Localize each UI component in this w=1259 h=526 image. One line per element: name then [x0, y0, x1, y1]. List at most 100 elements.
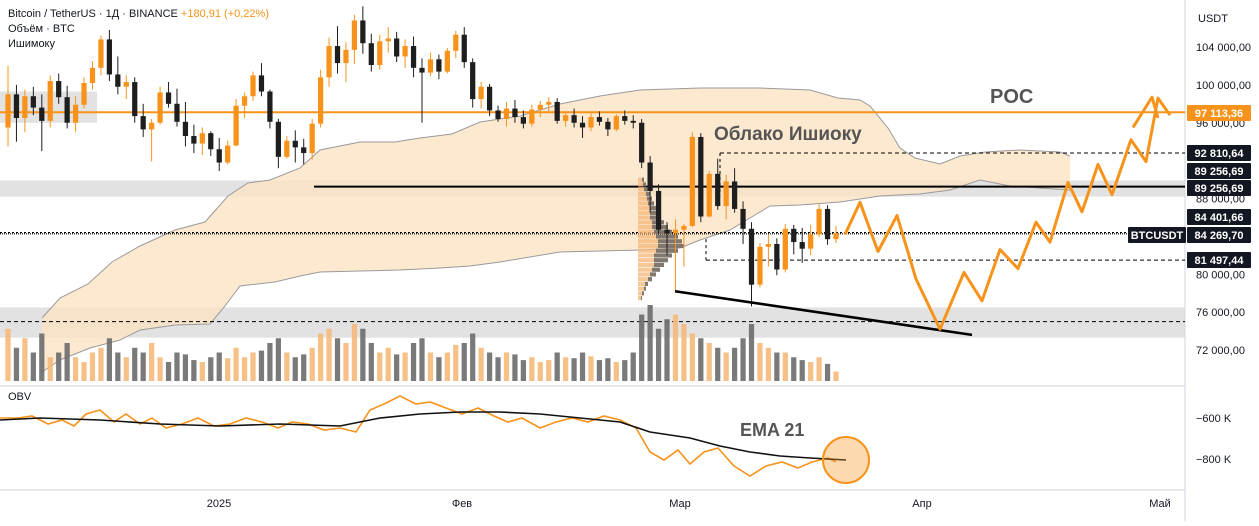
volume-bar: [453, 344, 459, 381]
candle: [64, 97, 70, 123]
candle: [503, 108, 510, 119]
candle: [351, 20, 358, 50]
candle: [486, 86, 493, 111]
volume-profile-bar: [638, 220, 664, 225]
ichimoku-cloud: [42, 88, 1070, 372]
volume-bar: [554, 352, 560, 381]
candle: [292, 140, 298, 148]
volume-bar: [208, 357, 214, 381]
volume-bar: [470, 333, 476, 381]
candle: [275, 121, 281, 157]
volume-bar: [39, 333, 45, 381]
volume-bar: [419, 338, 425, 381]
volume-bar: [588, 356, 594, 381]
candle: [284, 140, 290, 157]
candle: [233, 105, 239, 146]
candle: [360, 20, 366, 44]
volume-profile-bar: [644, 187, 648, 192]
candle: [149, 122, 155, 130]
volume-profile-bar: [638, 206, 656, 211]
price-axis-tick: 88 000,00: [1196, 194, 1245, 206]
candle: [647, 162, 653, 191]
candle: [140, 116, 146, 130]
volume-profile-bar: [658, 239, 682, 244]
price-label-tag: [1187, 180, 1251, 196]
volume-bar: [630, 352, 636, 381]
candle: [596, 117, 603, 122]
volume-bar: [537, 362, 543, 381]
volume-profile-bar: [654, 258, 668, 263]
volume-bar: [791, 357, 797, 381]
volume-bar: [368, 343, 374, 381]
price-label-text: 84 269,70: [1195, 230, 1244, 242]
candle: [385, 38, 391, 42]
symbol-title[interactable]: Bitcoin / TetherUS · 1Д · BINANCE: [8, 8, 178, 20]
candle: [191, 136, 197, 144]
volume-bar: [258, 350, 265, 381]
candle: [546, 101, 552, 105]
candle: [258, 75, 265, 92]
price-label-tag: [1187, 252, 1251, 268]
price-axis-tick: 72 000,00: [1196, 345, 1245, 357]
ichimoku-indicator-label[interactable]: Ишимоку: [8, 38, 55, 50]
candle: [808, 234, 814, 249]
chart-legend: Bitcoin / TetherUS · 1Д · BINANCE +180,9…: [8, 7, 269, 52]
volume-bar: [81, 362, 87, 381]
price-label-text: 89 256,69: [1195, 166, 1244, 178]
obv-indicator-label[interactable]: OBV: [8, 391, 32, 403]
candle: [655, 190, 662, 230]
candle: [199, 133, 205, 144]
volume-profile-bar: [648, 277, 652, 282]
volume-profile-bar: [638, 201, 654, 206]
volume-bar: [343, 343, 349, 381]
volume-bar: [816, 357, 822, 381]
price-label-text: 92 810,64: [1195, 148, 1245, 160]
candle: [833, 233, 839, 240]
price-axis-tick: 104 000,00: [1196, 42, 1251, 54]
volume-bar: [191, 360, 197, 381]
candle: [106, 39, 113, 75]
ema-21-line: [0, 411, 847, 461]
obv-line: [0, 395, 837, 477]
projected-path-arrow: [1131, 95, 1160, 129]
volume-bar: [106, 338, 113, 381]
volume-bar: [681, 324, 687, 381]
candle: [816, 208, 822, 235]
volume-bar: [622, 360, 628, 381]
candle: [782, 228, 788, 270]
candle: [689, 136, 695, 226]
candle: [681, 225, 687, 230]
candle: [165, 92, 172, 104]
volume-bar: [199, 362, 205, 381]
candle: [715, 173, 721, 207]
volume-bar: [706, 343, 712, 381]
volume-bar: [360, 328, 366, 381]
candle: [326, 46, 332, 78]
volume-profile-bar: [650, 210, 658, 215]
candle: [13, 94, 20, 119]
candle: [250, 75, 256, 97]
volume-bar: [808, 362, 814, 381]
candle: [512, 108, 518, 118]
candle: [22, 96, 28, 119]
volume-profile-bar: [645, 281, 648, 286]
volume-bar: [47, 357, 53, 381]
volume-bar: [13, 347, 20, 381]
candle: [706, 173, 712, 217]
time-axis-tick: Фев: [452, 498, 472, 510]
volume-bar: [115, 352, 121, 381]
volume-indicator-label[interactable]: Объём · BTC: [8, 23, 75, 35]
volume-bar: [157, 357, 163, 381]
candle: [444, 50, 450, 72]
volume-bar: [639, 314, 645, 381]
volume-bar: [30, 352, 36, 381]
volume-profile-bar: [658, 243, 684, 249]
volume-bar: [529, 357, 535, 381]
volume-profile-bar: [638, 196, 652, 201]
candle: [157, 92, 163, 123]
candle: [402, 46, 408, 57]
candle: [554, 101, 560, 121]
volume-bar: [520, 360, 527, 381]
ema-highlight-circle: [822, 436, 870, 484]
candle: [394, 38, 400, 57]
